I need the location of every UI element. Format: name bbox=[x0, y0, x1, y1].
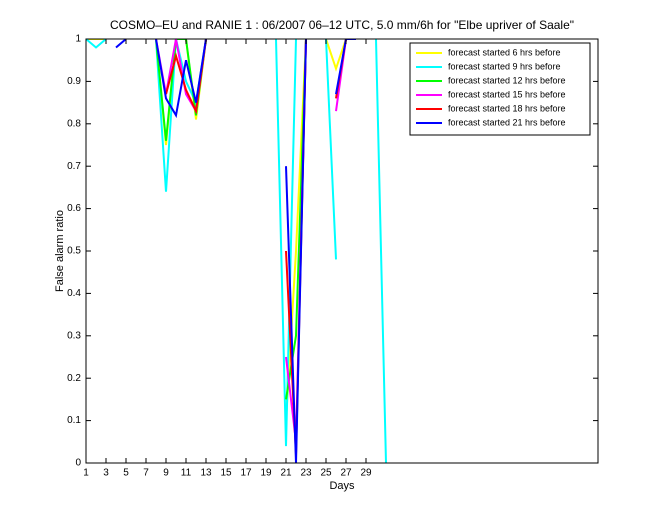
y-tick-label: 0.2 bbox=[67, 373, 81, 384]
series-line bbox=[86, 39, 347, 421]
y-tick-label: 0.7 bbox=[67, 161, 81, 172]
y-axis-label: False alarm ratio bbox=[54, 210, 66, 292]
x-tick-label: 27 bbox=[340, 468, 352, 479]
legend-label: forecast started 21 hrs before bbox=[448, 117, 566, 127]
x-tick-label: 5 bbox=[123, 468, 129, 479]
x-tick-label: 29 bbox=[360, 468, 372, 479]
legend-box bbox=[409, 42, 591, 136]
chart-title: COSMO–EU and RANIE 1 : 06/2007 06–12 UTC… bbox=[110, 18, 574, 32]
y-tick-label: 0.5 bbox=[67, 246, 81, 257]
x-tick-label: 17 bbox=[240, 468, 252, 479]
y-tick-label: 0.3 bbox=[67, 330, 81, 341]
x-tick-label: 11 bbox=[181, 468, 192, 479]
x-tick-label: 25 bbox=[320, 468, 332, 479]
y-tick-label: 0.9 bbox=[67, 76, 81, 87]
legend-label: forecast started 9 hrs before bbox=[448, 61, 561, 71]
y-tick-label: 0.4 bbox=[67, 288, 81, 299]
y-tick-label: 0.1 bbox=[67, 415, 81, 426]
x-tick-label: 3 bbox=[103, 468, 109, 479]
x-tick-label: 15 bbox=[220, 468, 232, 479]
legend: forecast started 6 hrs before forecast st… bbox=[409, 42, 591, 136]
x-tick-label: 13 bbox=[200, 468, 212, 479]
y-tick-label: 0 bbox=[75, 458, 81, 469]
series-line bbox=[115, 39, 356, 463]
series-line bbox=[155, 39, 347, 442]
x-axis-label: Days bbox=[329, 480, 355, 492]
plot-area bbox=[86, 39, 387, 463]
legend-label: forecast started 18 hrs before bbox=[448, 103, 566, 113]
legend-label: forecast started 6 hrs before bbox=[448, 47, 561, 57]
y-tick-label: 0.6 bbox=[67, 203, 81, 214]
x-tick-label: 21 bbox=[280, 468, 292, 479]
x-tick-label: 1 bbox=[83, 468, 89, 479]
y-tick-label: 1 bbox=[75, 34, 81, 45]
x-tick-label: 23 bbox=[300, 468, 312, 479]
legend-label: forecast started 15 hrs before bbox=[448, 89, 566, 99]
x-tick-label: 9 bbox=[163, 468, 169, 479]
x-tick-label: 7 bbox=[143, 468, 149, 479]
y-tick-label: 0.8 bbox=[67, 118, 81, 129]
series-line bbox=[86, 39, 387, 463]
x-tick-label: 19 bbox=[260, 468, 272, 479]
legend-label: forecast started 12 hrs before bbox=[448, 75, 566, 85]
